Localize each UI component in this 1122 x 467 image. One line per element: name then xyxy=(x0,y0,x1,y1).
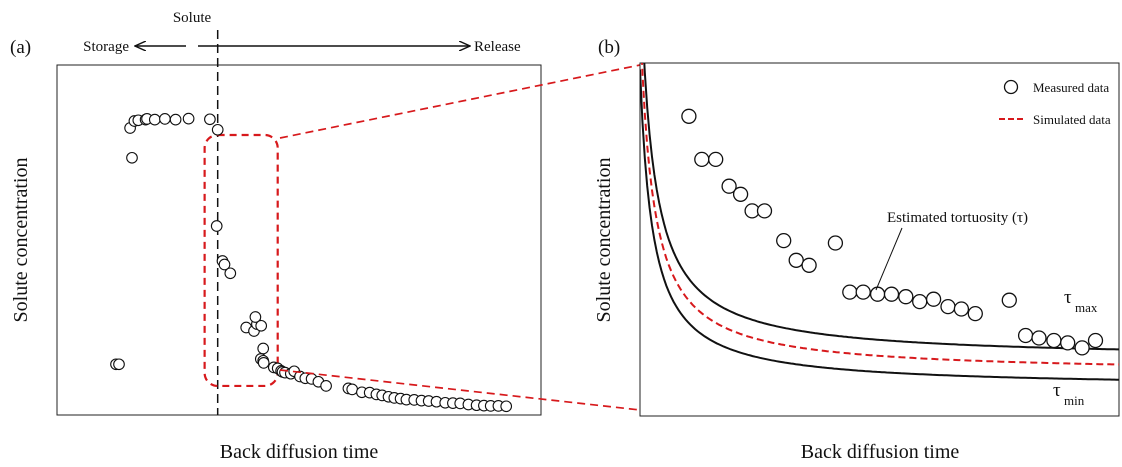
data-point xyxy=(788,252,804,268)
simulated-data-curve xyxy=(641,63,1119,366)
panel-b-ylabel: Solute concentration xyxy=(593,158,615,323)
tortuosity-annotation: Estimated tortuosity (τ) xyxy=(887,210,1028,226)
tortuosity-pointer xyxy=(875,227,903,291)
panel-b-plot-frame xyxy=(639,62,1120,417)
data-point xyxy=(940,298,956,315)
panel-b-xlabel: Back diffusion time xyxy=(801,441,960,463)
data-point xyxy=(1001,292,1017,308)
data-point xyxy=(500,400,513,413)
legend-measured-label: Measured data xyxy=(1033,80,1109,95)
tau-min-subscript: min xyxy=(1064,393,1085,408)
data-point xyxy=(346,383,359,396)
legend-measured-marker xyxy=(1003,79,1019,95)
tau-max-subscript: max xyxy=(1075,300,1098,315)
data-point xyxy=(1074,340,1090,356)
data-point xyxy=(967,305,983,322)
data-point xyxy=(257,342,270,355)
data-point xyxy=(159,113,171,125)
data-point xyxy=(218,258,231,271)
tau-min-symbol: τ xyxy=(1053,380,1061,401)
tau-max-label: τ max xyxy=(1064,287,1098,315)
data-point xyxy=(204,113,216,126)
legend-simulated-label: Simulated data xyxy=(1033,112,1111,127)
data-point xyxy=(148,113,161,126)
solute-annotation: Solute xyxy=(173,10,212,26)
data-point xyxy=(681,108,697,124)
data-point xyxy=(842,284,858,300)
data-point xyxy=(732,186,749,202)
zoom-connector-bottom xyxy=(279,369,641,411)
data-point xyxy=(776,232,792,249)
data-point xyxy=(182,112,195,125)
data-point xyxy=(113,358,125,371)
storage-label: Storage xyxy=(83,39,129,55)
tau-min-label: τ min xyxy=(1053,380,1085,408)
data-point xyxy=(827,235,844,251)
data-point xyxy=(249,311,262,323)
data-point xyxy=(169,113,182,126)
zoom-highlight-box xyxy=(203,133,279,388)
data-point xyxy=(708,151,724,168)
data-point xyxy=(320,380,332,392)
data-point xyxy=(257,357,270,369)
tau-min-curve xyxy=(640,69,1119,381)
data-point xyxy=(925,291,942,307)
panel-a-ylabel: Solute concentration xyxy=(10,158,32,323)
panel-a-xlabel: Back diffusion time xyxy=(220,441,379,463)
legend: Measured data Simulated data xyxy=(999,79,1111,127)
data-point xyxy=(1060,335,1076,351)
panel-b-label: (b) xyxy=(598,37,620,58)
panel-a: (a) Solute Storage Release Solute concen… xyxy=(10,10,542,463)
panel-b: (b) Measured data Simulated data Estimat… xyxy=(593,37,1120,463)
panel-b-points xyxy=(681,108,1104,356)
data-point xyxy=(869,286,886,302)
data-point xyxy=(255,319,268,332)
tau-max-symbol: τ xyxy=(1064,287,1072,308)
data-point xyxy=(801,257,817,273)
release-label: Release xyxy=(474,39,521,55)
panel-a-points xyxy=(110,112,513,413)
tau-max-curve xyxy=(643,63,1119,351)
data-point xyxy=(1031,330,1047,346)
data-point xyxy=(1046,332,1062,349)
data-point xyxy=(898,289,914,305)
data-point xyxy=(883,286,900,302)
data-point xyxy=(953,301,970,317)
data-point xyxy=(694,151,710,168)
panel-a-label: (a) xyxy=(10,37,31,58)
data-point xyxy=(126,151,138,164)
data-point xyxy=(211,123,224,136)
data-point xyxy=(912,293,928,310)
data-point xyxy=(855,284,871,300)
data-point xyxy=(210,220,223,232)
panel-a-plot-frame xyxy=(56,64,542,416)
data-point xyxy=(756,203,773,219)
data-point xyxy=(224,267,237,280)
data-point xyxy=(1017,327,1034,344)
data-point xyxy=(721,178,737,194)
data-point xyxy=(1087,332,1104,349)
zoom-connector-top xyxy=(279,64,641,139)
